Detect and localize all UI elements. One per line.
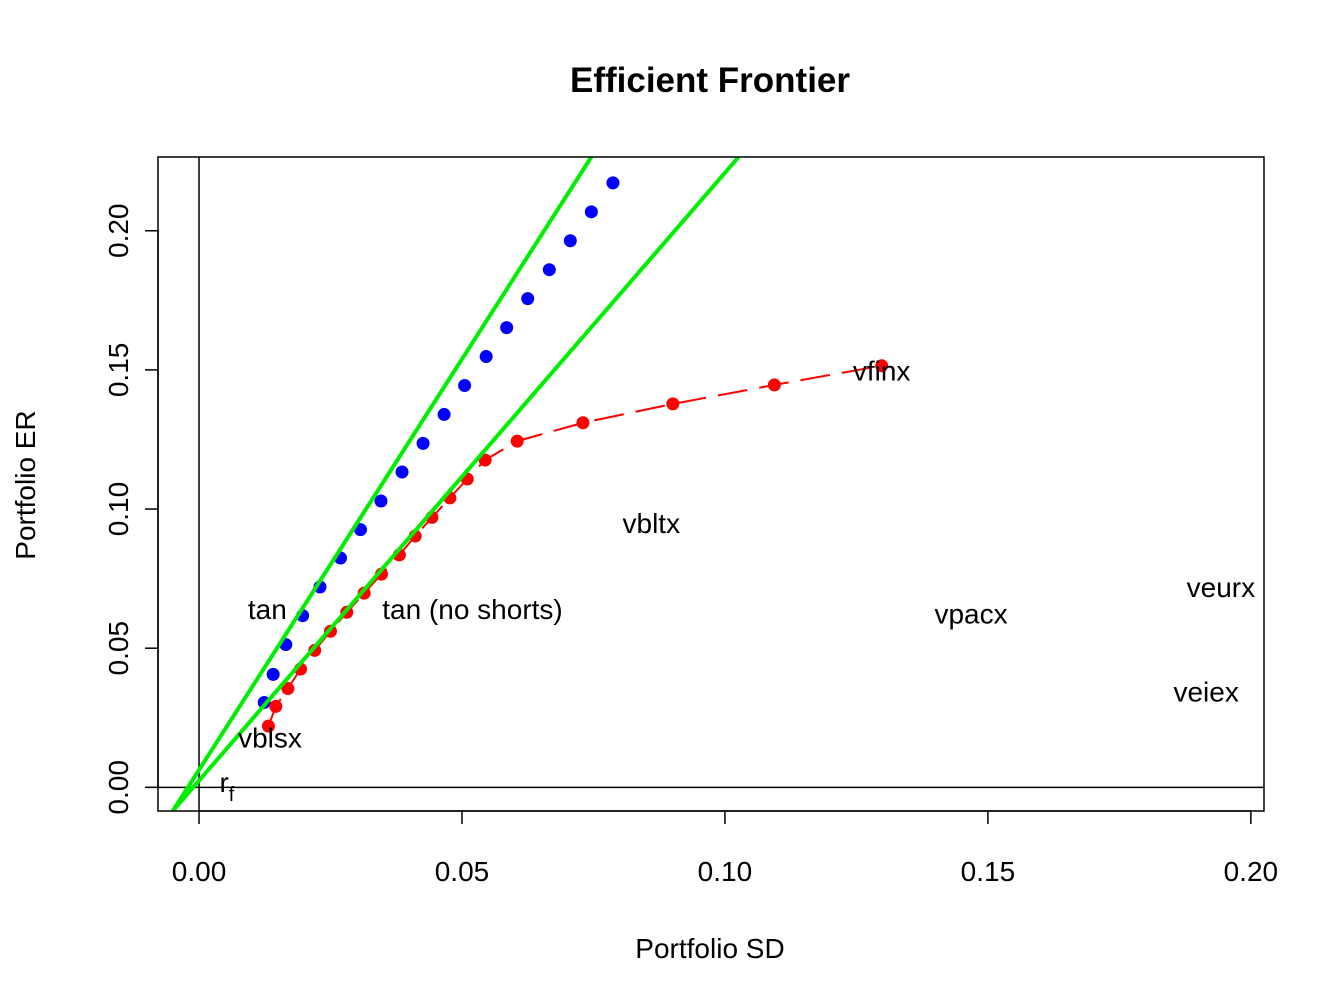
point-label-7: vblsx	[238, 722, 302, 753]
tangent-line-3	[171, 157, 741, 811]
frontier-point-0-15	[542, 263, 556, 277]
frontier-point-1-2	[281, 682, 295, 696]
chart-title: Efficient Frontier	[570, 61, 850, 100]
frontier-point-0-16	[563, 234, 577, 248]
x-tick-label-4: 0.20	[1224, 856, 1279, 887]
frontier-point-0-9	[416, 436, 430, 450]
y-tick-label-4: 0.20	[103, 203, 134, 258]
frontier-point-1-16	[576, 416, 590, 430]
y-tick-label-1: 0.05	[103, 621, 134, 676]
point-label-5: veurx	[1187, 572, 1255, 603]
y-axis-label: Portfolio ER	[10, 410, 41, 559]
frontier-point-1-15	[510, 434, 524, 448]
frontier-point-1-1	[269, 699, 283, 713]
frontier-point-1-18	[767, 378, 781, 392]
reference-lines	[158, 157, 1264, 811]
frontier-point-1-17	[666, 397, 680, 411]
point-label-2: tan	[248, 594, 287, 625]
frontier-point-0-11	[458, 378, 472, 392]
frontier-point-0-7	[374, 494, 388, 508]
frontier-line-1	[267, 364, 882, 727]
point-label-4: vpacx	[934, 599, 1007, 630]
point-label-0: vfinx	[853, 355, 911, 386]
frontier-point-0-8	[395, 465, 409, 479]
x-axis-label: Portfolio SD	[635, 933, 784, 964]
x-tick-label-3: 0.15	[961, 856, 1016, 887]
frontier-point-0-18	[606, 176, 620, 190]
axes: 0.00 0.05 0.10 0.15 0.20 0.00 0.05 0.10 0.15 0.20	[103, 203, 1278, 887]
point-label-subscript: f	[229, 784, 235, 806]
frontier-point-0-1	[266, 667, 280, 681]
point-label-8: rf	[219, 767, 234, 806]
frontier-point-0-10	[437, 407, 451, 421]
frontier-point-1-0	[261, 719, 275, 733]
frontier-point-1-14	[478, 453, 492, 467]
frontier-point-1-19	[875, 359, 889, 373]
x-tick-label-1: 0.05	[435, 856, 490, 887]
point-label-3: tan (no shorts)	[382, 594, 563, 625]
y-tick-label-2: 0.10	[103, 482, 134, 537]
plot-area	[171, 157, 889, 811]
x-tick-label-0: 0.00	[172, 856, 227, 887]
frontier-point-0-17	[584, 205, 598, 219]
point-labels: vfinx vbltx tan tan (no shorts) vpacx veurx ve…	[219, 355, 1255, 805]
tangent-line-2	[171, 157, 594, 811]
frontier-point-0-12	[479, 350, 493, 364]
point-label-6: veiex	[1173, 676, 1238, 707]
plot-frame	[157, 156, 1265, 812]
y-tick-label-3: 0.15	[103, 343, 134, 398]
frontier-point-0-13	[500, 321, 514, 335]
x-tick-label-2: 0.10	[698, 856, 753, 887]
y-tick-label-0: 0.00	[103, 760, 134, 815]
frontier-point-0-14	[521, 292, 535, 306]
point-label-1: vbltx	[623, 508, 681, 539]
